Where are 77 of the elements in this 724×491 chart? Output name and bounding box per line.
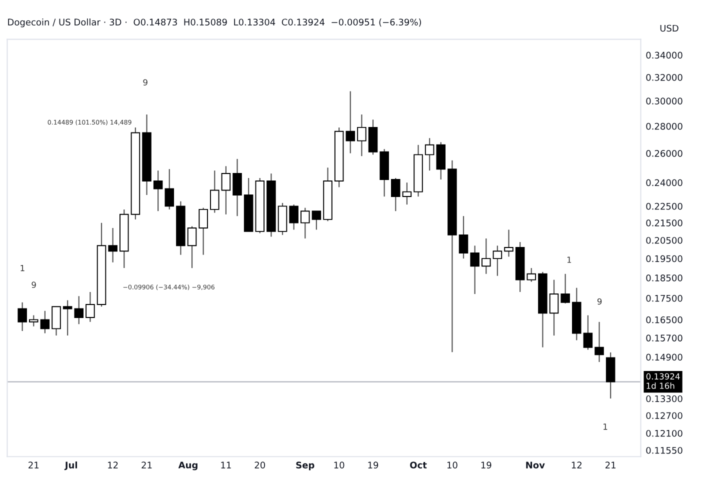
y-tick-label: 0.18500 <box>646 274 682 282</box>
chart-title: Dogecoin / US Dollar · 3D · O0.14873 H0.15089 L0.13304 C0.13924 −0.00951 (−6.39%) <box>8 18 422 28</box>
candlestick <box>52 306 61 336</box>
candlestick <box>29 314 38 327</box>
y-tick-label: 0.16500 <box>646 316 682 324</box>
candlestick <box>74 296 84 325</box>
x-tick-label: 20 <box>254 462 266 468</box>
candlestick <box>357 114 366 157</box>
x-tick-label: 12 <box>108 462 118 468</box>
x-tick-label: 19 <box>481 462 492 468</box>
annotation: 9 <box>32 282 36 288</box>
y-axis-title: USD <box>660 24 678 32</box>
candlestick <box>424 138 434 172</box>
x-tick-label: 21 <box>142 462 152 468</box>
y-tick-label: 0.30000 <box>646 98 682 104</box>
y-tick-label: 0.34000 <box>646 52 682 59</box>
y-tick-label: 0.21500 <box>646 220 682 226</box>
candlestick <box>583 314 593 350</box>
annotation: 1 <box>604 424 608 430</box>
candlestick <box>549 279 559 336</box>
candlestick <box>482 238 491 274</box>
candlestick <box>458 216 468 260</box>
annotation: 1 <box>20 265 24 272</box>
candlestick <box>62 300 72 336</box>
y-tick-label: 0.11550 <box>646 446 682 454</box>
y-tick-label: 0.19500 <box>646 255 682 262</box>
candlestick <box>470 245 480 295</box>
candlestick <box>18 302 27 332</box>
y-tick-label: 0.15700 <box>646 334 682 342</box>
candlestick <box>300 207 310 240</box>
candlestick <box>492 245 502 276</box>
y-tick-label: 0.32000 <box>646 74 682 81</box>
x-tick-label: 12 <box>572 462 582 468</box>
x-tick-label: Nov <box>526 462 545 468</box>
y-tick-label: 0.13300 <box>646 395 682 402</box>
x-tick-label: Sep <box>296 462 314 470</box>
candlestick <box>346 90 356 154</box>
candlestick <box>560 273 570 304</box>
y-tick-label: 0.22500 <box>646 202 682 210</box>
annotation: 9 <box>143 79 148 86</box>
candlestick <box>153 170 163 212</box>
annotation: 1 <box>567 256 572 263</box>
y-tick-label: 0.20500 <box>646 236 682 244</box>
y-tick-label: 0.14900 <box>646 354 682 361</box>
x-tick-label: 19 <box>368 462 378 468</box>
y-tick-label: 0.17500 <box>646 294 682 302</box>
x-tick-label: 21 <box>605 462 616 468</box>
annotation: 9 <box>597 298 602 305</box>
x-tick-label: 10 <box>334 462 344 468</box>
ref-line-label: 0.13924 1d 16h <box>646 373 680 389</box>
candlestick <box>198 207 208 256</box>
x-tick-label: 11 <box>221 462 231 468</box>
candlestick <box>504 229 514 258</box>
x-tick-label: Oct <box>410 462 427 468</box>
y-tick-label: 0.12100 <box>646 430 682 437</box>
candlestick <box>221 166 231 215</box>
candlestick <box>164 168 174 210</box>
candlestick <box>312 210 322 230</box>
candlestick <box>232 158 242 217</box>
candlestick <box>40 310 50 334</box>
candlestick <box>108 227 118 263</box>
candlestick <box>391 177 400 212</box>
y-tick-label: 0.24000 <box>646 179 682 186</box>
candlestick <box>402 182 412 206</box>
x-tick-label: 21 <box>28 462 39 468</box>
x-tick-label: Aug <box>178 462 198 470</box>
candlestick <box>187 226 197 269</box>
x-tick-label: Jul <box>64 461 78 470</box>
candlestick <box>289 204 298 230</box>
y-tick-label: 0.28000 <box>646 122 682 130</box>
candlestick <box>210 170 220 214</box>
y-tick-label: 0.12700 <box>646 412 682 420</box>
candlestick <box>86 291 95 322</box>
candlestick <box>526 268 536 282</box>
x-tick-label: 10 <box>447 462 458 468</box>
y-tick-label: 0.26000 <box>646 150 682 157</box>
candlestick <box>594 321 604 363</box>
